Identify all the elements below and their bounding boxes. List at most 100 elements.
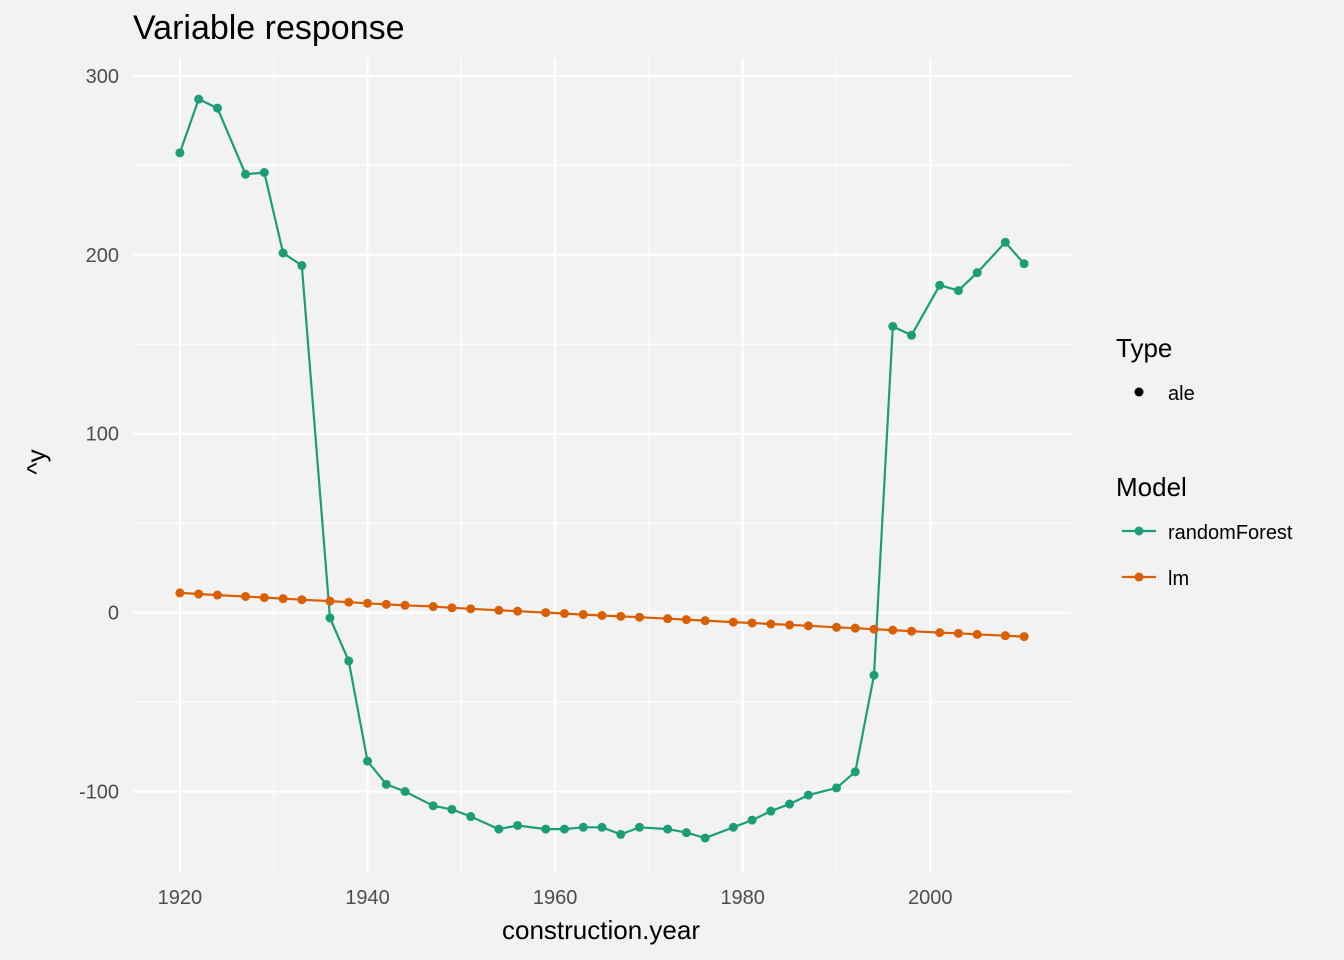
legend-type-label: ale [1168,383,1195,405]
data-point-randomforest [635,822,645,832]
data-point-lm [728,617,738,627]
data-point-lm [297,595,307,605]
plot-area [175,94,1029,843]
data-point-randomforest [747,815,757,825]
axes: 1920 1940 1960 1980 2000 -100 0 100 200 300 [79,66,953,909]
grid [133,58,1071,872]
data-point-randomforest [850,767,860,777]
data-point-lm [381,599,391,609]
y-tick-label: -100 [79,781,119,803]
data-point-lm [803,621,813,631]
legend-lm-dot [1134,572,1144,582]
x-tick-label: 2000 [908,887,953,909]
data-point-lm [559,608,569,618]
data-point-randomforest [700,833,710,843]
data-point-randomforest [766,806,776,816]
data-point-lm [241,591,251,601]
data-point-lm [832,622,841,632]
data-point-lm [635,612,645,622]
data-point-randomforest [597,822,607,832]
data-point-randomforest [832,783,841,793]
data-point-randomforest [972,268,982,278]
data-point-lm [700,616,710,626]
data-point-lm [747,618,757,628]
legend-randomforest-label: randomForest [1168,522,1293,544]
data-point-randomforest [1019,259,1029,269]
x-axis-title: construction.year [502,915,700,945]
data-point-randomforest [803,790,813,800]
data-point-randomforest [907,330,917,340]
data-point-lm [972,629,982,639]
data-point-randomforest [363,756,372,766]
data-point-lm [344,597,354,607]
data-point-lm [194,589,204,599]
data-point-lm [869,624,879,634]
x-tick-label: 1940 [345,887,390,909]
data-point-lm [907,626,917,636]
data-point-randomforest [466,812,476,822]
data-point-lm [953,628,963,638]
data-point-lm [363,598,372,608]
series-line-randomforest [178,97,1025,840]
data-point-lm [850,623,860,633]
data-point-randomforest [681,828,691,838]
data-point-lm [935,628,945,638]
legend-model-title: Model [1116,472,1187,502]
data-point-lm [1019,632,1029,642]
data-point-randomforest [953,286,963,296]
data-point-lm [400,600,410,610]
data-point-lm [888,625,898,635]
chart-title: Variable response [133,9,405,47]
data-point-randomforest [259,167,269,177]
legend-randomforest-dot [1134,526,1144,536]
legend-type-key [1134,387,1144,397]
data-point-randomforest [513,820,523,830]
data-point-randomforest [1000,237,1010,247]
x-tick-label: 1920 [158,887,203,909]
data-point-lm [616,611,626,621]
data-point-randomforest [194,94,204,104]
data-point-randomforest [241,169,251,179]
data-point-randomforest [325,613,335,623]
data-point-randomforest [344,656,354,666]
data-point-randomforest [447,804,457,814]
data-point-randomforest [559,824,569,834]
data-point-lm [259,593,269,603]
y-tick-label: 100 [86,424,119,446]
data-point-lm [175,588,185,598]
y-tick-label: 300 [86,66,119,88]
data-point-lm [663,614,673,624]
data-point-randomforest [935,280,945,290]
data-point-lm [466,604,476,614]
data-point-lm [494,605,504,615]
data-point-randomforest [494,824,504,834]
data-point-lm [766,619,776,629]
x-tick-label: 1960 [533,887,578,909]
data-point-randomforest [888,321,898,331]
data-point-lm [578,610,588,620]
data-point-lm [681,615,691,625]
data-point-randomforest [381,779,391,789]
data-point-randomforest [212,103,222,113]
data-point-lm [428,602,438,612]
data-point-lm [447,603,457,613]
x-tick-label: 1980 [720,887,765,909]
legend: Type ale Model randomForest lm [1116,333,1293,590]
data-point-randomforest [728,822,738,832]
data-point-lm [1000,631,1010,641]
data-point-lm [325,596,335,606]
y-tick-label: 0 [108,603,119,625]
data-point-randomforest [616,829,626,839]
data-point-lm [785,620,795,630]
legend-lm-label: lm [1168,568,1189,590]
data-point-randomforest [278,248,288,258]
data-point-lm [597,610,607,620]
data-point-randomforest [785,799,795,809]
data-point-randomforest [428,801,438,811]
data-point-lm [541,608,551,618]
y-axis-title: ^y [21,449,51,474]
data-point-randomforest [663,824,673,834]
data-point-randomforest [400,786,410,796]
data-point-lm [513,606,523,616]
